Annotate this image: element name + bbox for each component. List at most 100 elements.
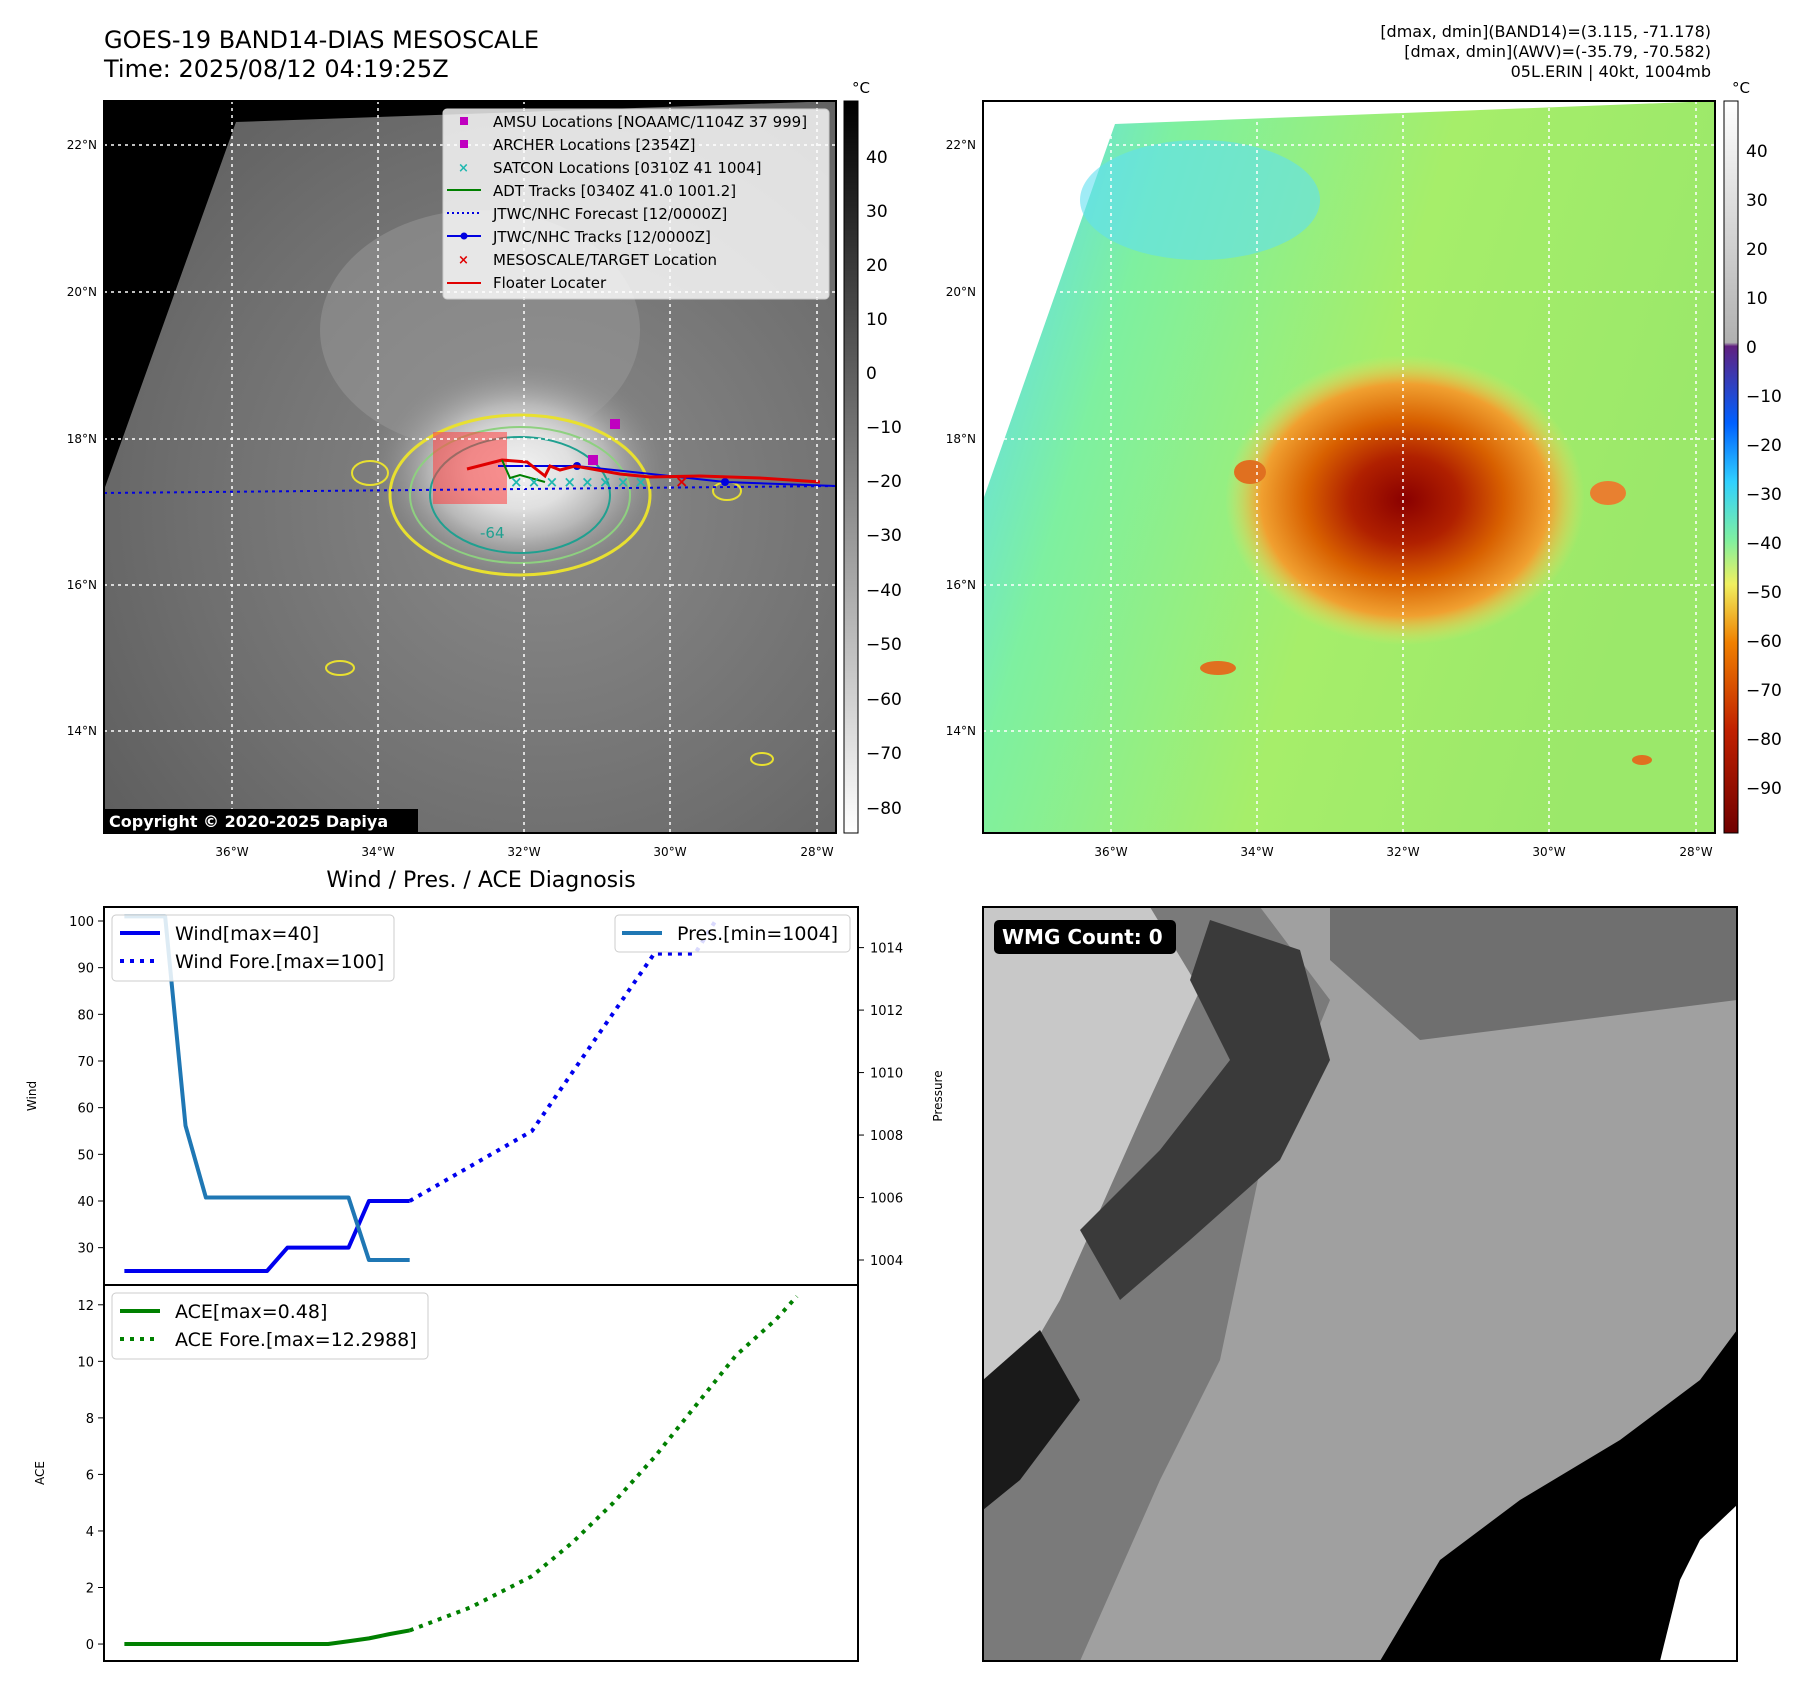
colorbar-tick: 30 <box>1746 191 1768 211</box>
legend-label-archer: ARCHER Locations [2354Z] <box>493 136 696 154</box>
copyright-text: Copyright © 2020-2025 Dapiya <box>109 812 388 831</box>
lat-label: 14°N <box>67 724 97 738</box>
amsu-marker <box>610 419 620 429</box>
y2-tick-label: 1014 <box>870 942 903 957</box>
lat-labels-right: 22°N 20°N 18°N 16°N 14°N <box>946 138 976 738</box>
contour-small-1 <box>325 660 355 676</box>
y-tick-label: 90 <box>77 962 94 977</box>
contour-small-2 <box>750 752 774 766</box>
wmg-panel <box>983 907 1737 1661</box>
map-grid-right <box>983 101 1715 833</box>
y-tick-label: 6 <box>86 1468 94 1483</box>
lat-label: 16°N <box>946 578 976 592</box>
legend-amsu-icon <box>460 117 468 125</box>
series-line-wind-fore <box>408 919 718 1203</box>
series-line-pres <box>124 914 410 1263</box>
colorbar-tick: −60 <box>1746 632 1782 652</box>
satcon-markers: × × × × × × × × <box>510 473 647 491</box>
colorbar-tick: −70 <box>1746 681 1782 701</box>
lat-label: 20°N <box>946 285 976 299</box>
lon-label: 34°W <box>361 845 394 859</box>
colorbar-tick: −50 <box>866 635 902 655</box>
pressure-axis-label: Pressure <box>931 1070 945 1121</box>
y-tick-label: 70 <box>77 1055 94 1070</box>
legend-label-amsu: AMSU Locations [NOAAMC/1104Z 37 999] <box>493 113 807 131</box>
lat-labels-left: 22°N 20°N 18°N 16°N 14°N <box>67 138 97 738</box>
y-tick-label: 40 <box>77 1195 94 1210</box>
floater-locater-track <box>466 458 821 484</box>
legend-label-target: MESOSCALE/TARGET Location <box>493 251 717 269</box>
lon-label: 28°W <box>800 845 833 859</box>
color-cell-southeast <box>1632 755 1652 765</box>
legend-ace-label: ACE[max=0.48] <box>175 1301 327 1323</box>
lat-label: 22°N <box>946 138 976 152</box>
map-legend: × × AMSU Locations [NOAAMC/1104Z 37 999]… <box>442 108 830 300</box>
colorbar-tick: −20 <box>1746 436 1782 456</box>
legend-wind-fore-label: Wind Fore.[max=100] <box>175 951 384 973</box>
lon-label: 30°W <box>1532 845 1565 859</box>
color-colorbar <box>1723 100 1739 834</box>
gray-colorbar <box>843 100 859 834</box>
colorbar-tick: −10 <box>866 418 902 438</box>
y-tick-label: 4 <box>86 1525 94 1540</box>
lat-label: 18°N <box>67 432 97 446</box>
archer-marker <box>588 455 598 465</box>
colorbar-tick: −40 <box>1746 534 1782 554</box>
colorbar-tick: −90 <box>1746 779 1782 799</box>
y-tick-label: 80 <box>77 1008 94 1023</box>
legend-label-jtwc: JTWC/NHC Tracks [12/0000Z] <box>492 228 711 246</box>
ace-legend: ACE[max=0.48] ACE Fore.[max=12.2988] <box>111 1292 429 1360</box>
wmg-count-box <box>994 920 1176 954</box>
wmg-region-black <box>1380 1330 1737 1661</box>
wind-axis-label: Wind <box>25 1081 39 1111</box>
stat-line-2: [dmax, dmin](AWV)=(-35.79, -70.582) <box>1404 42 1711 61</box>
wmg-region-black-west <box>983 1330 1080 1510</box>
lat-label: 14°N <box>946 724 976 738</box>
lon-label: 30°W <box>653 845 686 859</box>
contour-label: -64 <box>480 524 505 542</box>
legend-wind-label: Wind[max=40] <box>175 923 319 945</box>
colorbar-tick: 20 <box>866 256 888 276</box>
gray-colorbar-ticks: 40 30 20 10 0 −10 −20 −30 −40 −50 −60 −7… <box>866 148 902 819</box>
wmg-region-white <box>1660 1505 1737 1661</box>
lat-label: 20°N <box>67 285 97 299</box>
color-colorbar-ticks: 40 30 20 10 0 −10 −20 −30 −40 −50 −60 −7… <box>1746 142 1782 799</box>
lat-label: 16°N <box>67 578 97 592</box>
colorbar-tick: 20 <box>1746 240 1768 260</box>
colorbar-tick: 40 <box>866 148 888 168</box>
y-tick-label: 30 <box>77 1242 94 1257</box>
series-line-ace-fore <box>408 1294 799 1633</box>
lon-labels-right: 36°W 34°W 32°W 30°W 28°W <box>1094 845 1712 859</box>
title-line-2: Time: 2025/08/12 04:19:25Z <box>104 55 449 83</box>
series-line-wind <box>124 1199 410 1273</box>
ir-color-map <box>983 101 1715 833</box>
colorbar-tick: −30 <box>866 526 902 546</box>
y2-tick-label: 1004 <box>870 1254 903 1269</box>
colorbar-tick: −40 <box>866 581 902 601</box>
y-tick-label: 60 <box>77 1102 94 1117</box>
legend-label-satcon: SATCON Locations [0310Z 41 1004] <box>493 159 761 177</box>
colorbar-tick: 40 <box>1746 142 1768 162</box>
legend-target-icon: × <box>458 253 469 268</box>
lon-label: 28°W <box>1679 845 1712 859</box>
gray-colorbar-unit: °C <box>852 79 870 97</box>
color-cell-east <box>1590 481 1626 505</box>
legend-archer-icon <box>460 140 468 148</box>
y-tick-label: 2 <box>86 1581 94 1596</box>
lon-label: 36°W <box>1094 845 1127 859</box>
ace-axis-label: ACE <box>33 1461 47 1485</box>
y2-tick-label: 1010 <box>870 1067 903 1082</box>
wmg-region-top <box>1330 907 1737 1040</box>
stat-line-1: [dmax, dmin](BAND14)=(3.115, -71.178) <box>1380 22 1711 41</box>
contour-green <box>409 426 631 564</box>
adt-track <box>501 459 546 483</box>
color-cell-southwest <box>1200 661 1236 675</box>
wmg-region-dark <box>1080 920 1330 1300</box>
y2-tick-label: 1008 <box>870 1129 903 1144</box>
colorbar-tick: −50 <box>1746 583 1782 603</box>
colorbar-tick: 0 <box>866 364 877 384</box>
colorbar-tick: 10 <box>1746 289 1768 309</box>
chart-marks: 3040506070809010010041006100810101012101… <box>69 914 903 1653</box>
y2-tick-label: 1006 <box>870 1192 903 1207</box>
